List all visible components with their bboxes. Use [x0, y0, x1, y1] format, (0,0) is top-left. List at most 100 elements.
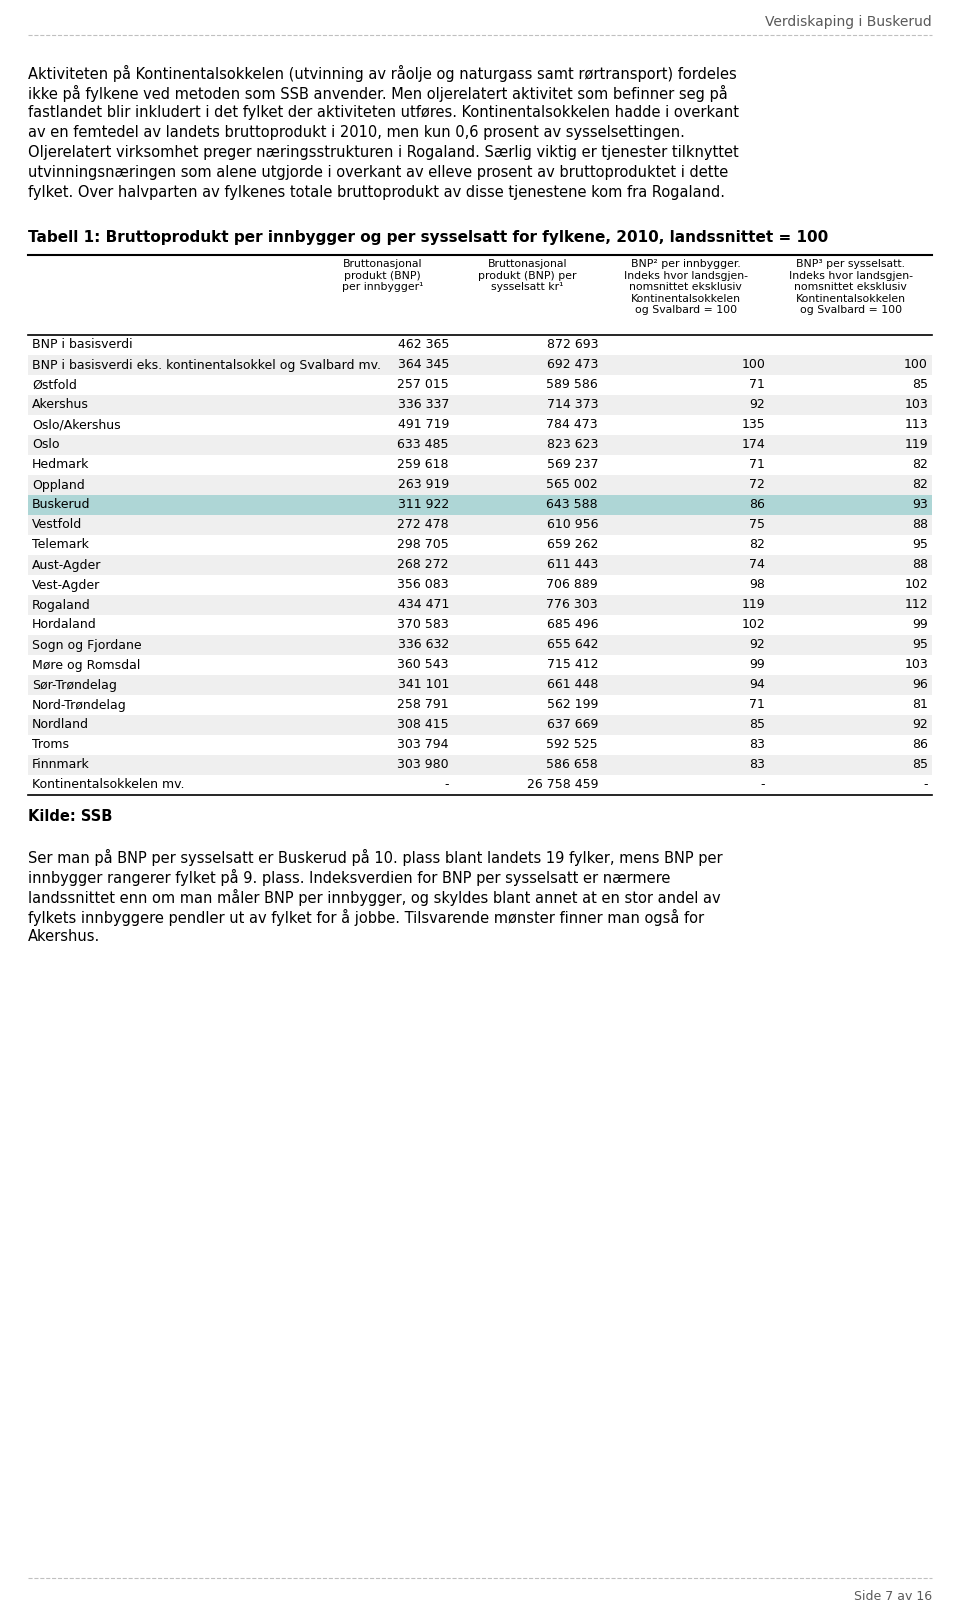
Text: 71: 71: [750, 698, 765, 711]
Text: 85: 85: [912, 759, 928, 772]
Text: BNP² per innbygger.
Indeks hvor landsgjen-
nomsnittet eksklusiv
Kontinentalsokke: BNP² per innbygger. Indeks hvor landsgje…: [624, 258, 748, 316]
Text: Kontinentalsokkelen mv.: Kontinentalsokkelen mv.: [32, 778, 184, 791]
Text: 88: 88: [912, 518, 928, 531]
Text: -: -: [924, 778, 928, 791]
Text: 99: 99: [912, 618, 928, 631]
Text: Kilde: SSB: Kilde: SSB: [28, 809, 112, 823]
Text: Vestfold: Vestfold: [32, 518, 83, 531]
Text: 311 922: 311 922: [397, 499, 449, 512]
Text: 659 262: 659 262: [546, 539, 598, 552]
Bar: [28, 676, 932, 695]
Bar: [28, 655, 932, 676]
Text: 83: 83: [750, 738, 765, 751]
Text: Nordland: Nordland: [32, 719, 89, 732]
Text: 119: 119: [742, 599, 765, 612]
Text: 71: 71: [750, 459, 765, 472]
Text: 135: 135: [741, 419, 765, 432]
Text: 661 448: 661 448: [546, 679, 598, 692]
Text: 86: 86: [750, 499, 765, 512]
Text: 259 618: 259 618: [397, 459, 449, 472]
Text: 98: 98: [750, 578, 765, 592]
Text: 82: 82: [912, 459, 928, 472]
Text: Nord-Trøndelag: Nord-Trøndelag: [32, 698, 127, 711]
Text: Sogn og Fjordane: Sogn og Fjordane: [32, 639, 142, 652]
Text: 82: 82: [750, 539, 765, 552]
Text: 86: 86: [912, 738, 928, 751]
Text: utvinningsnæringen som alene utgjorde i overkant av elleve prosent av bruttoprod: utvinningsnæringen som alene utgjorde i …: [28, 165, 729, 180]
Text: 336 632: 336 632: [397, 639, 449, 652]
Bar: [28, 575, 932, 595]
Text: 85: 85: [749, 719, 765, 732]
Text: 592 525: 592 525: [546, 738, 598, 751]
Text: Aust-Agder: Aust-Agder: [32, 559, 102, 571]
Text: ikke på fylkene ved metoden som SSB anvender. Men oljerelatert aktivitet som bef: ikke på fylkene ved metoden som SSB anve…: [28, 85, 728, 103]
Bar: [28, 775, 932, 794]
Bar: [28, 494, 932, 515]
Text: 119: 119: [904, 438, 928, 451]
Text: fastlandet blir inkludert i det fylket der aktiviteten utføres. Kontinentalsokke: fastlandet blir inkludert i det fylket d…: [28, 104, 739, 120]
Text: Tabell 1: Bruttoprodukt per innbygger og per sysselsatt for fylkene, 2010, lands: Tabell 1: Bruttoprodukt per innbygger og…: [28, 230, 828, 246]
Text: Oljerelatert virksomhet preger næringsstrukturen i Rogaland. Særlig viktig er tj: Oljerelatert virksomhet preger næringsst…: [28, 144, 739, 160]
Text: 569 237: 569 237: [546, 459, 598, 472]
Text: 82: 82: [912, 478, 928, 491]
Text: 784 473: 784 473: [546, 419, 598, 432]
Text: 655 642: 655 642: [546, 639, 598, 652]
Text: 113: 113: [904, 419, 928, 432]
Bar: [28, 735, 932, 754]
Bar: [28, 454, 932, 475]
Text: 72: 72: [750, 478, 765, 491]
Text: 692 473: 692 473: [546, 358, 598, 371]
Text: 360 543: 360 543: [397, 658, 449, 671]
Text: Akershus: Akershus: [32, 398, 89, 411]
Bar: [28, 515, 932, 534]
Text: 100: 100: [904, 358, 928, 371]
Text: 364 345: 364 345: [397, 358, 449, 371]
Text: 586 658: 586 658: [546, 759, 598, 772]
Text: BNP³ per sysselsatt.
Indeks hvor landsgjen-
nomsnittet eksklusiv
Kontinentalsokk: BNP³ per sysselsatt. Indeks hvor landsgj…: [789, 258, 913, 316]
Text: Akershus.: Akershus.: [28, 929, 100, 944]
Text: Hedmark: Hedmark: [32, 459, 89, 472]
Text: Oslo: Oslo: [32, 438, 60, 451]
Text: 103: 103: [904, 398, 928, 411]
Text: Bruttonasjonal
produkt (BNP)
per innbygger¹: Bruttonasjonal produkt (BNP) per innbygg…: [342, 258, 423, 292]
Text: Aktiviteten på Kontinentalsokkelen (utvinning av råolje og naturgass samt rørtra: Aktiviteten på Kontinentalsokkelen (utvi…: [28, 64, 736, 82]
Text: 714 373: 714 373: [546, 398, 598, 411]
Text: 589 586: 589 586: [546, 379, 598, 392]
Text: 93: 93: [912, 499, 928, 512]
Bar: [28, 695, 932, 714]
Text: 100: 100: [741, 358, 765, 371]
Text: innbygger rangerer fylket på 9. plass. Indeksverdien for BNP per sysselsatt er n: innbygger rangerer fylket på 9. plass. I…: [28, 868, 670, 886]
Text: 81: 81: [912, 698, 928, 711]
Text: 434 471: 434 471: [397, 599, 449, 612]
Text: 356 083: 356 083: [397, 578, 449, 592]
Text: 74: 74: [750, 559, 765, 571]
Bar: [28, 475, 932, 494]
Bar: [28, 335, 932, 355]
Text: landssnittet enn om man måler BNP per innbygger, og skyldes blant annet at en st: landssnittet enn om man måler BNP per in…: [28, 889, 721, 905]
Text: 341 101: 341 101: [397, 679, 449, 692]
Text: Hordaland: Hordaland: [32, 618, 97, 631]
Text: 336 337: 336 337: [397, 398, 449, 411]
Text: 92: 92: [750, 639, 765, 652]
Text: Vest-Agder: Vest-Agder: [32, 578, 100, 592]
Text: 75: 75: [749, 518, 765, 531]
Bar: [28, 255, 932, 335]
Text: Bruttonasjonal
produkt (BNP) per
sysselsatt kr¹: Bruttonasjonal produkt (BNP) per syssels…: [478, 258, 577, 292]
Text: 102: 102: [904, 578, 928, 592]
Text: 94: 94: [750, 679, 765, 692]
Text: 112: 112: [904, 599, 928, 612]
Text: -: -: [444, 778, 449, 791]
Text: Telemark: Telemark: [32, 539, 89, 552]
Text: 88: 88: [912, 559, 928, 571]
Bar: [28, 416, 932, 435]
Text: Oslo/Akershus: Oslo/Akershus: [32, 419, 121, 432]
Text: Møre og Romsdal: Møre og Romsdal: [32, 658, 140, 671]
Bar: [28, 534, 932, 555]
Text: 96: 96: [912, 679, 928, 692]
Text: Rogaland: Rogaland: [32, 599, 91, 612]
Text: 685 496: 685 496: [546, 618, 598, 631]
Text: 462 365: 462 365: [397, 339, 449, 351]
Text: 268 272: 268 272: [397, 559, 449, 571]
Text: Troms: Troms: [32, 738, 69, 751]
Bar: [28, 714, 932, 735]
